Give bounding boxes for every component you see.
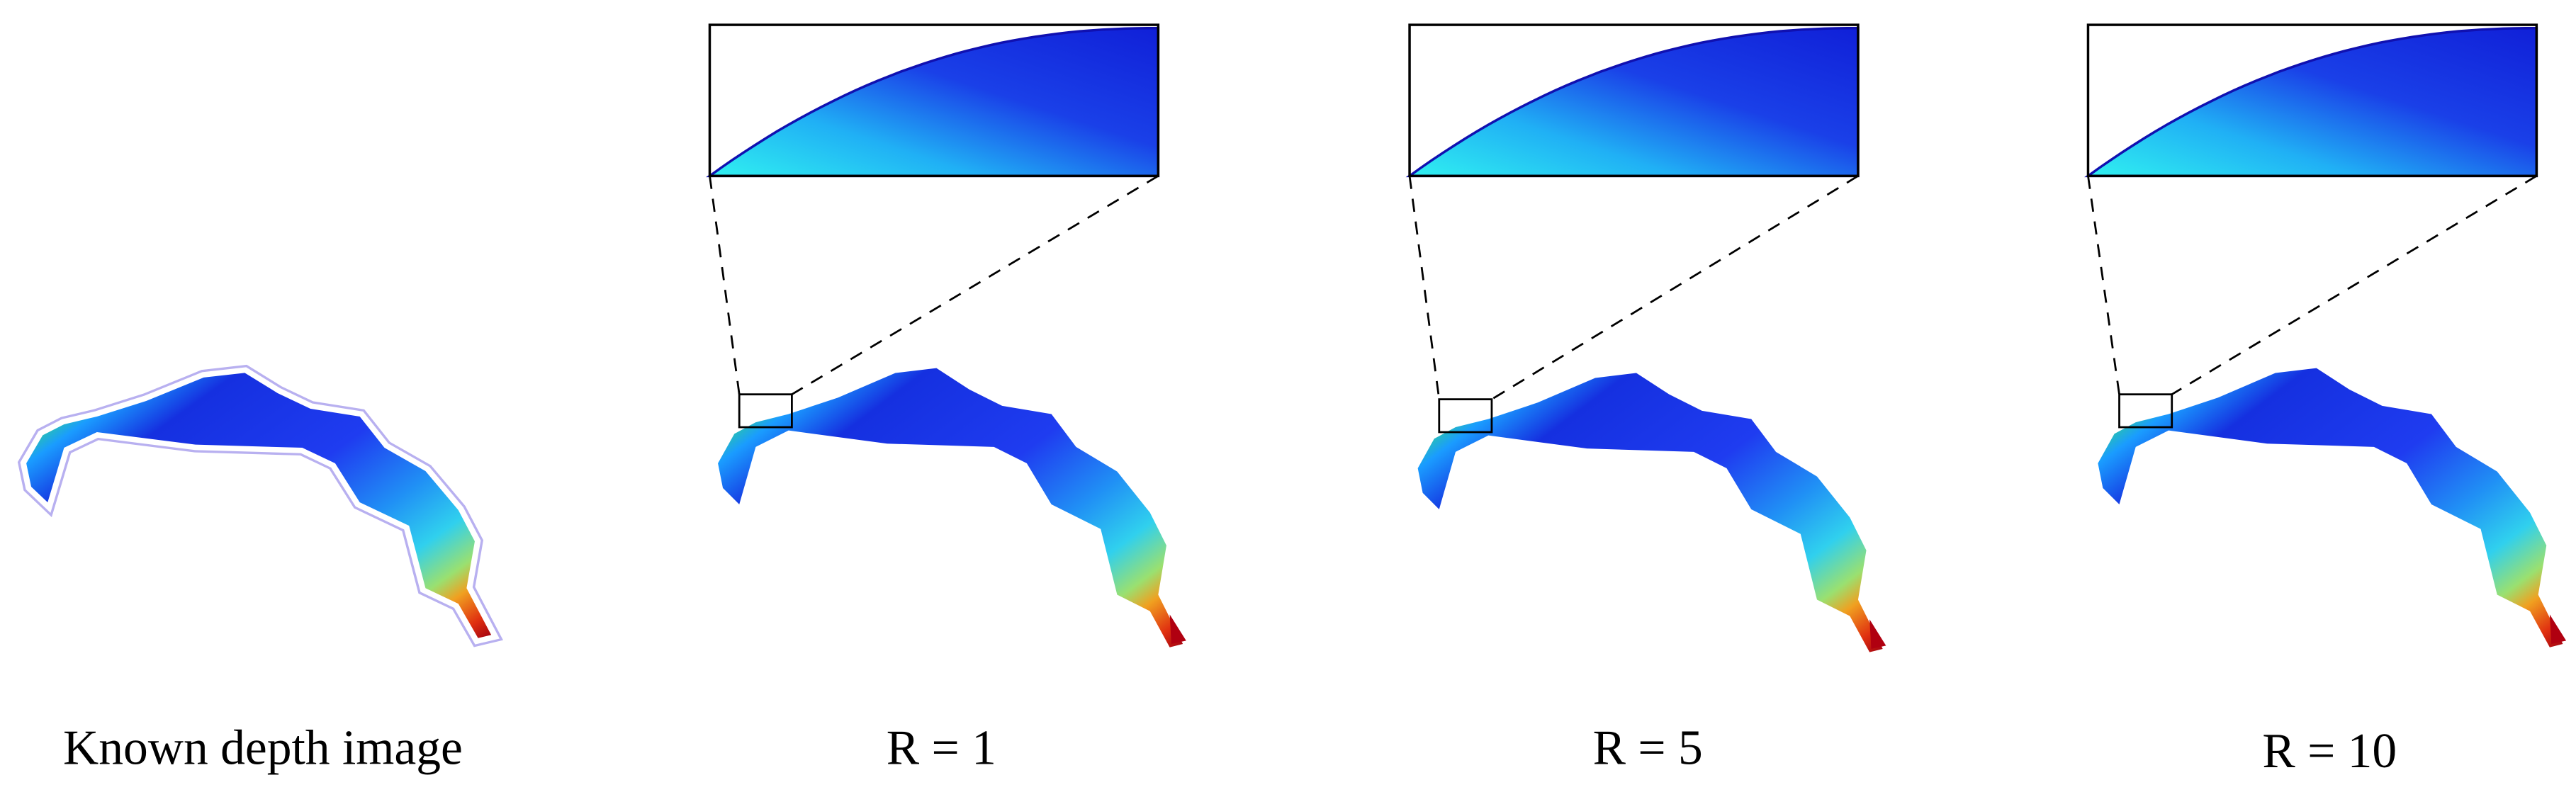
zoom-box — [2118, 393, 2173, 429]
depth-shape — [718, 368, 1183, 647]
caption: R = 1 — [887, 720, 996, 775]
inset-frame — [1408, 23, 1860, 178]
tail — [2549, 614, 2567, 645]
depth-shape — [1417, 373, 1883, 652]
tail — [1169, 614, 1186, 645]
caption: R = 5 — [1593, 720, 1703, 775]
inset-depth — [706, 26, 1160, 178]
inset-frame — [2086, 23, 2538, 178]
zoom-line — [709, 176, 741, 395]
inset-depth — [2084, 26, 2538, 178]
zoom-line — [2171, 175, 2538, 395]
depth-map — [718, 368, 1186, 647]
zoom-box — [738, 393, 793, 429]
depth-shape — [2098, 368, 2563, 647]
zoom-line — [2087, 176, 2120, 395]
depth-map — [2098, 368, 2567, 647]
zoom-line — [1408, 176, 1441, 400]
zoom-line — [1491, 175, 1859, 400]
inset-frame — [708, 23, 1160, 178]
zoom-line — [791, 175, 1159, 395]
inset-depth — [1405, 26, 1860, 178]
zoom-box — [1438, 398, 1493, 434]
depth-map — [26, 373, 491, 638]
depth-map — [1417, 373, 1886, 652]
caption: Known depth image — [63, 720, 463, 775]
tail — [1869, 619, 1886, 650]
caption: R = 10 — [2262, 724, 2397, 779]
